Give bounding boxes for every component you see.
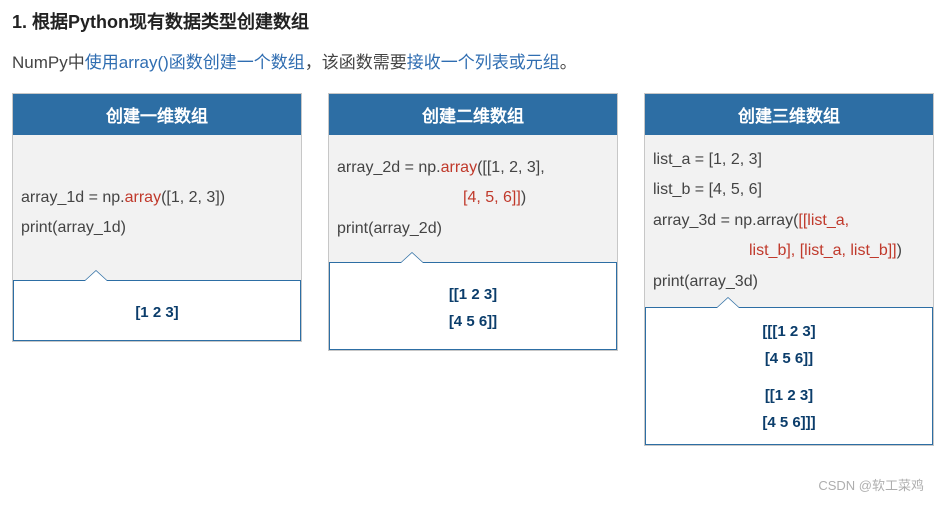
code-func: array (125, 189, 161, 206)
code-text: array_1d = np. (21, 189, 125, 206)
card-title: 创建一维数组 (13, 94, 301, 135)
watermark: CSDN @软工菜鸡 (818, 475, 924, 494)
code-text: list_a = [1, 2, 3] (653, 145, 925, 175)
card-2d: 创建二维数组 array_2d = np.array([[1, 2, 3], [… (328, 93, 618, 351)
result-line: [1 2 3] (20, 299, 294, 326)
intro-text: ，该函数需要 (305, 53, 407, 72)
card-1d: 创建一维数组 array_1d = np.array([1, 2, 3]) pr… (12, 93, 302, 342)
code-arg: [4, 5, 6]] (463, 189, 521, 206)
card-result: [1 2 3] (13, 280, 301, 341)
intro-highlight: 使用array()函数创建一个数组 (85, 53, 305, 72)
code-text: print(array_2d) (337, 214, 609, 244)
result-line: [4 5 6]] (652, 345, 926, 372)
code-arg: [[list_a, (798, 212, 849, 229)
cards-row: 创建一维数组 array_1d = np.array([1, 2, 3]) pr… (12, 93, 936, 446)
result-line: [4 5 6]] (336, 308, 610, 335)
result-line: [4 5 6]]] (652, 409, 926, 436)
code-text: ([1, 2, 3]) (161, 189, 225, 206)
card-code: array_1d = np.array([1, 2, 3]) print(arr… (13, 135, 301, 280)
code-text: ([[1, 2, 3], (477, 159, 545, 176)
section-heading: 1. 根据Python现有数据类型创建数组 (12, 8, 936, 34)
card-code: array_2d = np.array([[1, 2, 3], [4, 5, 6… (329, 135, 617, 262)
intro-paragraph: NumPy中使用array()函数创建一个数组，该函数需要接收一个列表或元组。 (12, 48, 936, 73)
card-code: list_a = [1, 2, 3] list_b = [4, 5, 6] ar… (645, 135, 933, 307)
code-func: array (441, 159, 477, 176)
notch-icon (84, 270, 108, 281)
code-text: print(array_3d) (653, 267, 925, 297)
intro-text: NumPy中 (12, 53, 85, 72)
result-line: [[1 2 3] (652, 382, 926, 409)
card-3d: 创建三维数组 list_a = [1, 2, 3] list_b = [4, 5… (644, 93, 934, 446)
intro-text: 。 (560, 53, 577, 72)
code-text: print(array_1d) (21, 213, 293, 243)
code-text: array_2d = np. (337, 159, 441, 176)
code-text: ) (897, 242, 902, 259)
notch-icon (716, 297, 740, 308)
card-title: 创建二维数组 (329, 94, 617, 135)
code-text: list_b = [4, 5, 6] (653, 175, 925, 205)
card-result: [[[1 2 3] [4 5 6]] [[1 2 3] [4 5 6]]] (645, 307, 933, 445)
result-line: [[[1 2 3] (652, 318, 926, 345)
code-arg: list_b], [list_a, list_b]] (749, 242, 897, 259)
card-result: [[1 2 3] [4 5 6]] (329, 262, 617, 350)
code-text: array_3d = np.array( (653, 212, 798, 229)
code-text: ) (521, 189, 526, 206)
result-line: [[1 2 3] (336, 281, 610, 308)
result-gap (652, 372, 926, 382)
intro-highlight: 接收一个列表或元组 (407, 53, 560, 72)
notch-icon (400, 252, 424, 263)
card-title: 创建三维数组 (645, 94, 933, 135)
